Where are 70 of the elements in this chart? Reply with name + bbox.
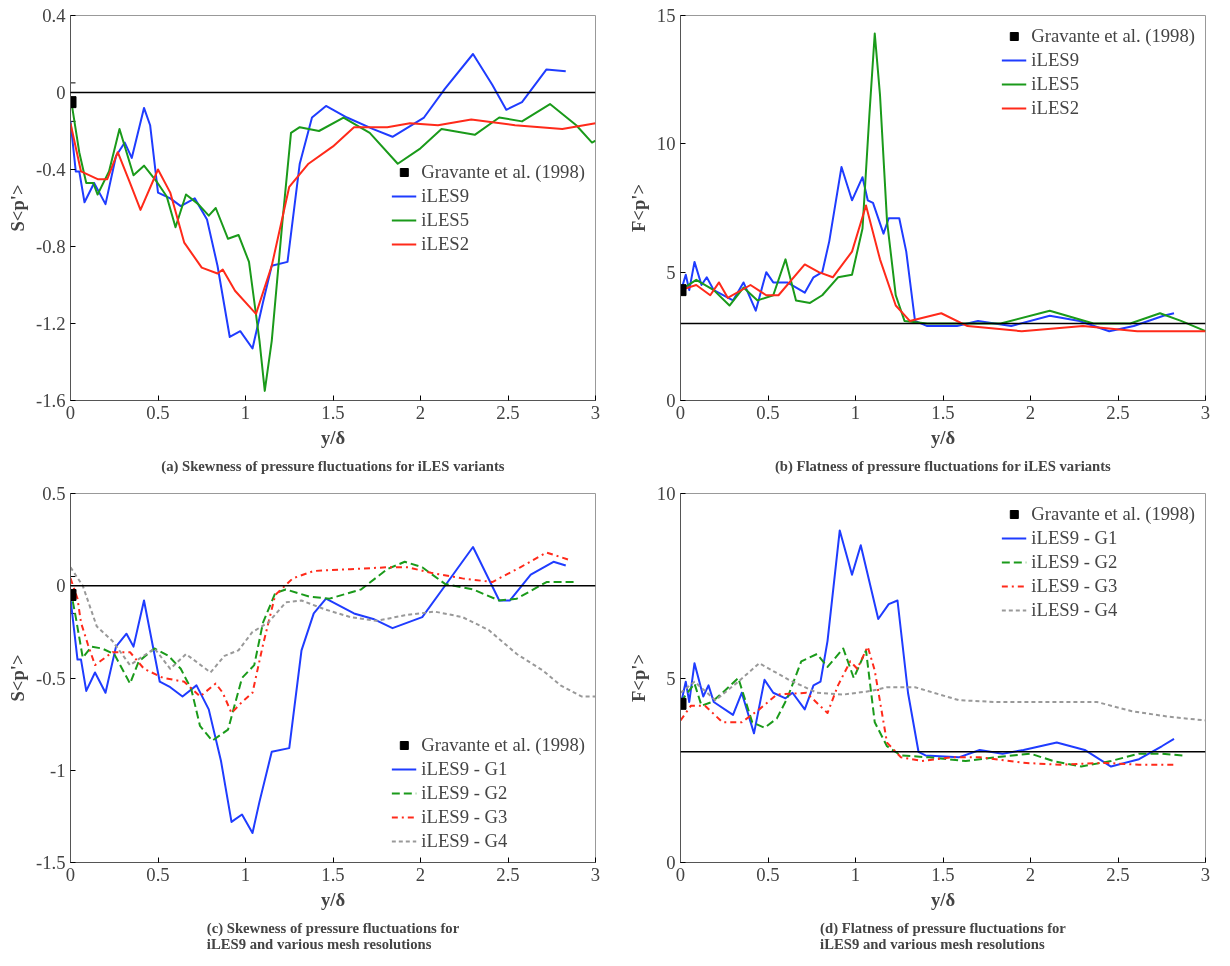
legend-label: iLES5 [1031, 73, 1079, 95]
legend-label: iLES2 [421, 232, 469, 255]
legend-label: Gravante et al. (1998) [421, 160, 585, 183]
legend-label: Gravante et al. (1998) [421, 734, 585, 756]
legend-label: iLES9 - G3 [1031, 575, 1118, 597]
x-axis-title: y/δ [320, 888, 346, 910]
y-tick-label: -0.4 [35, 159, 67, 180]
x-tick-label: 0.5 [756, 863, 780, 885]
x-tick-label: 1 [240, 401, 251, 423]
x-tick-label: 2.5 [496, 401, 520, 423]
y-axis-title: S<p'> [6, 654, 28, 702]
text: (b) Flatness of pressure fluctuations for iLES variants [774, 457, 1112, 475]
y-tick-label: -1.2 [35, 313, 66, 334]
x-tick-label: 0.5 [146, 401, 170, 423]
x-tick-label: 2.5 [496, 863, 520, 885]
text: (a) Skewness of pressure fluctuations for iLES variants [161, 457, 505, 475]
x-tick-label: 3 [1200, 863, 1211, 885]
x-axis-title: y/δ [930, 888, 956, 910]
legend-label: Gravante et al. (1998) [1031, 25, 1195, 47]
legend-label: iLES2 [1031, 97, 1079, 119]
x-tick-label: 2 [1025, 863, 1036, 885]
y-tick-label: 0.4 [42, 5, 67, 26]
y-tick-label: 10 [656, 483, 676, 504]
x-tick-label: 2 [415, 401, 426, 423]
x-tick-label: 2.5 [1106, 863, 1130, 885]
y-tick-label: 0 [56, 575, 66, 597]
legend-label: iLES9 - G1 [1031, 527, 1118, 549]
x-tick-label: 0.5 [756, 401, 780, 423]
x-tick-label: 3 [1200, 401, 1211, 423]
legend-label: iLES9 - G1 [421, 758, 508, 780]
x-tick-label: 2.5 [1106, 401, 1130, 423]
y-axis-title: S<p'> [6, 184, 28, 232]
y-tick-label: 0 [56, 82, 66, 103]
x-tick-label: 0.5 [146, 863, 170, 885]
legend-label: iLES5 [421, 208, 469, 231]
x-tick-label: 2 [1025, 401, 1036, 423]
x-tick-label: 1 [850, 401, 861, 423]
x-axis-title: y/δ [320, 426, 346, 448]
x-tick-label: 1.5 [321, 401, 345, 423]
legend-label: iLES9 - G4 [1031, 599, 1118, 621]
y-tick-label: 0.5 [42, 483, 66, 504]
legend-label: iLES9 [1031, 49, 1079, 71]
y-axis-title: F<p'> [627, 653, 649, 703]
x-tick-label: 1 [850, 863, 861, 885]
x-tick-label: 1.5 [321, 863, 345, 885]
x-tick-label: 1.5 [931, 401, 955, 423]
y-tick-label: 15 [656, 5, 676, 26]
legend-label: iLES9 - G4 [421, 830, 508, 852]
legend-label: Gravante et al. (1998) [1031, 503, 1195, 525]
text: (c) Skewness of pressure fluctuations for iLES9 and various mesh resolutions [206, 919, 460, 952]
x-tick-label: 3 [590, 401, 601, 423]
x-tick-label: 3 [590, 863, 601, 885]
y-tick-label: 10 [656, 133, 676, 155]
x-tick-label: 1 [240, 863, 251, 885]
legend-label: iLES9 - G3 [421, 806, 508, 828]
y-tick-label: -0.5 [35, 667, 66, 689]
x-tick-label: 1.5 [931, 863, 955, 885]
y-tick-label: -1.6 [35, 390, 66, 411]
text: (d) Flatness of pressure fluctuations for iLES9 and various mesh resolutions [820, 919, 1067, 952]
y-tick-label: -0.8 [35, 236, 66, 257]
y-tick-label: -1 [49, 759, 66, 781]
x-axis-title: y/δ [930, 426, 956, 448]
legend-label: iLES9 - G2 [421, 782, 508, 804]
legend-label: iLES9 [421, 184, 469, 207]
x-tick-label: 2 [415, 863, 426, 885]
y-tick-label: -1.5 [35, 852, 66, 873]
y-tick-label: 5 [666, 261, 676, 283]
y-axis-title: F<p'> [627, 183, 649, 233]
legend-label: iLES9 - G2 [1031, 551, 1118, 573]
y-tick-label: 5 [666, 667, 676, 689]
